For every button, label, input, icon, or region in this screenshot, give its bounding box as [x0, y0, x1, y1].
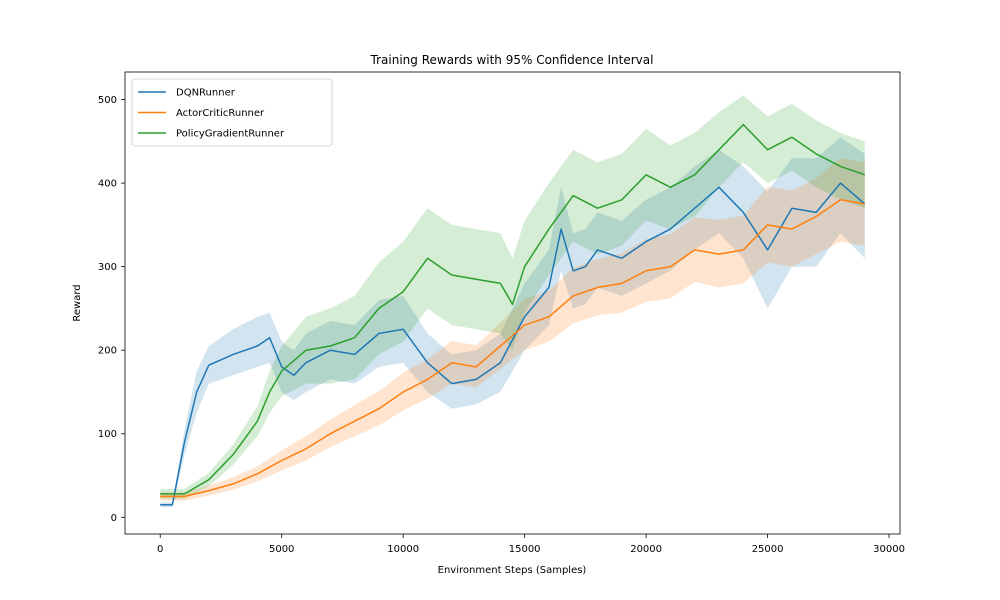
- x-tick-label: 0: [157, 544, 163, 555]
- series-lines: [160, 123, 866, 506]
- x-tick-label: 10000: [387, 544, 419, 555]
- y-axis-ticks: 0 100 200 300 400 500: [98, 95, 125, 524]
- x-tick-label: 20000: [630, 544, 662, 555]
- legend-label-dqnrunner: DQNRunner: [176, 88, 236, 99]
- x-axis-label: Environment Steps (Samples): [438, 565, 587, 576]
- plot-frame: [124, 71, 901, 535]
- x-tick-label: 15000: [509, 544, 541, 555]
- legend-label-policygradientrunner: PolicyGradientRunner: [176, 129, 285, 140]
- policygradientrunner-ci-band: [160, 95, 865, 499]
- y-tick-label: 300: [98, 262, 117, 273]
- policygradientrunner-line: [160, 123, 866, 495]
- y-tick-label: 0: [111, 513, 117, 524]
- legend: DQNRunner ActorCriticRunner PolicyGradient…: [131, 78, 333, 147]
- chart-title: Training Rewards with 95% Confidence Int…: [370, 53, 654, 67]
- dqnrunner-ci-band: [160, 137, 865, 508]
- legend-label-actorcriticrunner: ActorCriticRunner: [176, 108, 265, 119]
- legend-box: [131, 78, 333, 147]
- y-tick-label: 500: [98, 95, 117, 106]
- actorcriticrunner-line: [160, 199, 865, 498]
- x-tick-label: 30000: [873, 544, 905, 555]
- y-axis-label: Reward: [72, 284, 83, 321]
- x-tick-label: 25000: [752, 544, 784, 555]
- y-tick-label: 400: [98, 179, 117, 190]
- confidence-bands: [160, 95, 865, 508]
- x-axis-ticks: 0 5000 10000 15000 20000 25000 30000: [157, 534, 905, 555]
- dqnrunner-line: [160, 182, 866, 506]
- actorcriticrunner-ci-band: [160, 158, 865, 501]
- y-tick-label: 100: [98, 429, 117, 440]
- y-tick-label: 200: [98, 346, 117, 357]
- x-tick-label: 5000: [269, 544, 294, 555]
